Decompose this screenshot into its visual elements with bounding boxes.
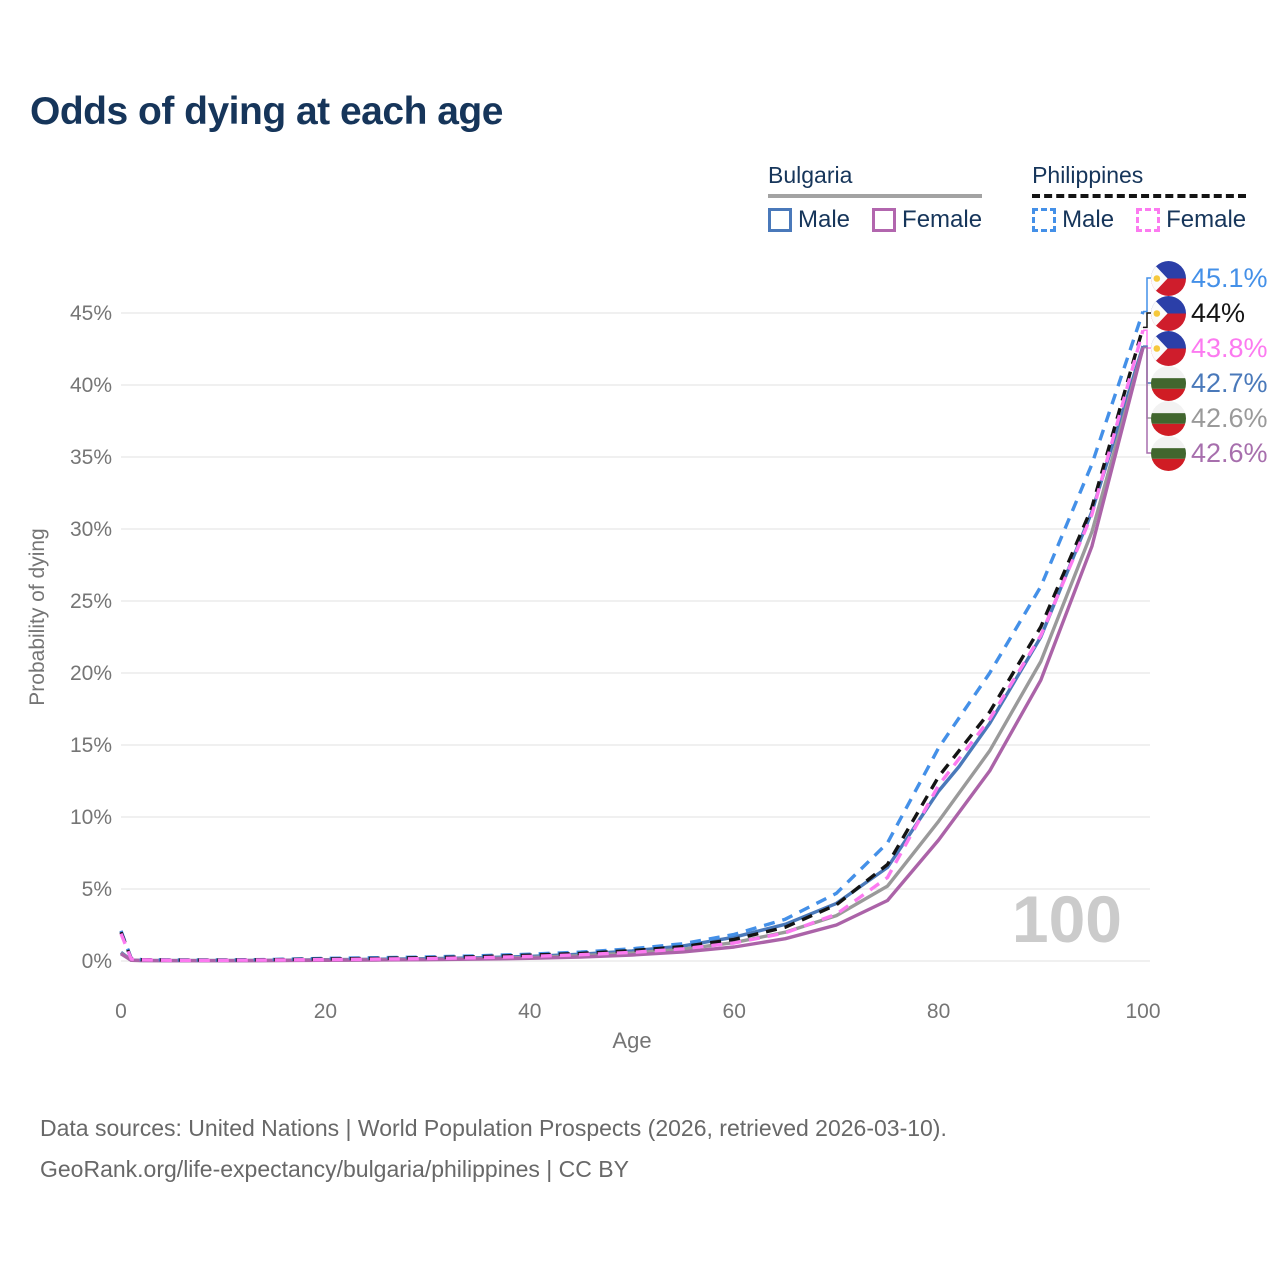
end-label-value: 43.8% (1191, 333, 1268, 363)
legend-country-philippines: Philippines (1032, 162, 1144, 188)
svg-text:30%: 30% (70, 518, 112, 541)
svg-text:0: 0 (115, 1000, 127, 1023)
legend-underline-philippines (1032, 194, 1247, 198)
legend-item-label: Male (1062, 206, 1115, 233)
footer-data-sources: Data sources: United Nations | World Pop… (40, 1115, 947, 1141)
end-label-value: 42.6% (1191, 438, 1268, 468)
end-label-value: 45.1% (1191, 263, 1268, 293)
svg-text:35%: 35% (70, 446, 112, 469)
line-swatch-icon (872, 208, 897, 232)
end-label-value: 42.6% (1191, 403, 1268, 433)
end-label-bulgaria-female: 42.6% (1151, 435, 1268, 471)
svg-text:5%: 5% (82, 878, 112, 901)
end-label-philippines-male: 45.1% (1151, 260, 1268, 296)
end-label-bulgaria-male: 42.7% (1151, 365, 1268, 401)
legend-item-label: Male (798, 206, 851, 233)
bulgaria-flag-icon (1151, 400, 1186, 436)
line-swatch-icon (768, 208, 792, 232)
legend-item-bulgaria-male[interactable]: Male (768, 206, 850, 234)
svg-text:Age: Age (612, 1028, 651, 1053)
legend-item-label: Female (902, 206, 983, 233)
legend-group-philippines: Philippines Male Female (1032, 162, 1247, 234)
svg-text:10%: 10% (70, 806, 112, 829)
line-swatch-icon (1032, 208, 1057, 232)
svg-text:60: 60 (723, 1000, 746, 1023)
philippines-flag-icon (1151, 330, 1186, 366)
footer-attribution: GeoRank.org/life-expectancy/bulgaria/phi… (40, 1155, 629, 1182)
legend-underline-bulgaria (768, 194, 983, 198)
svg-text:25%: 25% (70, 590, 112, 613)
svg-text:40%: 40% (70, 374, 112, 397)
legend-group-bulgaria: Bulgaria Male Female (768, 162, 983, 234)
svg-text:80: 80 (927, 1000, 950, 1023)
footer: Data sources: United Nations | World Pop… (40, 1108, 947, 1190)
bulgaria-flag-icon (1151, 435, 1186, 471)
end-label-value: 42.7% (1191, 368, 1268, 398)
philippines-flag-icon (1151, 260, 1186, 296)
bulgaria-flag-icon (1151, 365, 1186, 401)
philippines-flag-icon (1151, 295, 1186, 331)
svg-text:15%: 15% (70, 734, 112, 757)
line-swatch-icon (1136, 208, 1161, 232)
svg-text:20: 20 (314, 1000, 337, 1023)
svg-text:Probability of dying: Probability of dying (26, 528, 49, 705)
svg-text:100: 100 (1012, 882, 1122, 956)
page-title: Odds of dying at each age (30, 90, 503, 133)
svg-text:0%: 0% (82, 950, 112, 973)
svg-text:100: 100 (1125, 1000, 1160, 1023)
svg-text:20%: 20% (70, 662, 112, 685)
svg-text:45%: 45% (70, 302, 112, 325)
svg-text:40: 40 (518, 1000, 541, 1023)
legend-item-philippines-male[interactable]: Male (1032, 206, 1114, 234)
end-label-bulgaria-total: 42.6% (1151, 400, 1268, 436)
end-label-philippines-total: 44% (1151, 295, 1245, 331)
legend: Bulgaria Male Female Philippines Male (768, 162, 1247, 234)
end-label-philippines-female: 43.8% (1151, 330, 1268, 366)
legend-country-bulgaria: Bulgaria (768, 162, 853, 188)
legend-item-philippines-female[interactable]: Female (1136, 206, 1246, 234)
legend-item-label: Female (1166, 206, 1247, 233)
legend-item-bulgaria-female[interactable]: Female (872, 206, 982, 234)
end-label-value: 44% (1191, 298, 1246, 328)
